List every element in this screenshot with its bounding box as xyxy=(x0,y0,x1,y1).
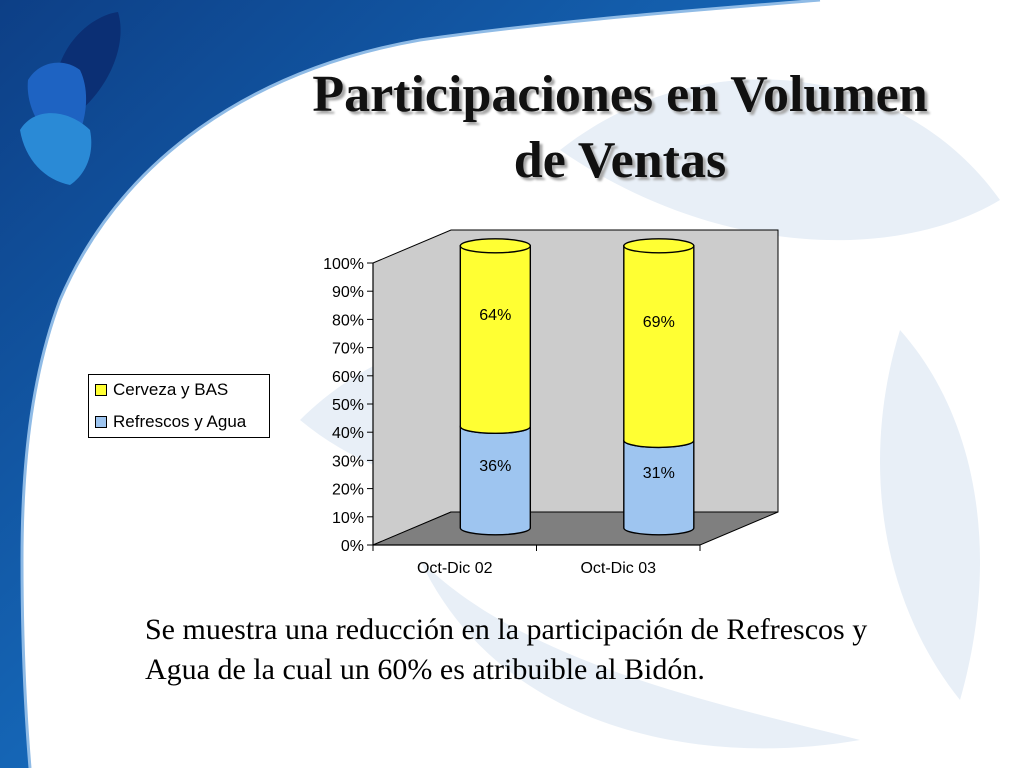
x-tick-label: Oct-Dic 03 xyxy=(580,560,656,577)
title-line-1: Participaciones en Volumen xyxy=(312,66,928,123)
data-label: 31% xyxy=(643,465,675,482)
legend-swatch-refrescos xyxy=(95,416,107,428)
chart-legend: Cerveza y BAS Refrescos y Agua xyxy=(88,374,270,438)
bar-segment xyxy=(459,245,532,435)
y-tick-label: 80% xyxy=(332,312,364,329)
data-label: 69% xyxy=(643,314,675,331)
x-tick-label: Oct-Dic 02 xyxy=(417,560,493,577)
banner-highlight xyxy=(20,0,821,768)
y-tick-label: 10% xyxy=(332,510,364,527)
legend-item-cerveza: Cerveza y BAS xyxy=(95,378,228,402)
bar-segment xyxy=(623,439,695,536)
caption-line-1: Se muestra una reducción en la participa… xyxy=(145,613,868,646)
logo-icon xyxy=(20,12,121,185)
y-tick-label: 50% xyxy=(332,397,364,414)
title-line-2: de Ventas xyxy=(513,132,727,189)
bar-segment xyxy=(459,425,532,536)
bar-top-cap xyxy=(459,238,532,254)
y-tick-label: 70% xyxy=(332,341,364,358)
y-tick-label: 90% xyxy=(332,284,364,301)
legend-item-refrescos: Refrescos y Agua xyxy=(95,410,246,434)
data-label: 64% xyxy=(479,307,511,324)
bar-segment xyxy=(623,245,695,449)
y-tick-label: 100% xyxy=(323,256,364,273)
y-tick-label: 40% xyxy=(332,425,364,442)
slide-caption: Se muestra una reducción en la participa… xyxy=(145,610,995,690)
y-tick-label: 0% xyxy=(341,538,364,555)
y-tick-label: 20% xyxy=(332,482,364,499)
legend-label-cerveza: Cerveza y BAS xyxy=(113,380,229,399)
chart-back-wall xyxy=(372,229,779,546)
bar-top-cap xyxy=(623,238,695,254)
caption-line-2: Agua de la cual un 60% es atribuible al … xyxy=(145,653,705,686)
slide-title: Participaciones en Volumen de Ventas xyxy=(250,62,990,194)
legend-label-refrescos: Refrescos y Agua xyxy=(113,412,247,431)
data-label: 36% xyxy=(479,458,511,475)
y-tick-label: 60% xyxy=(332,369,364,386)
legend-swatch-cerveza xyxy=(95,384,107,396)
y-tick-label: 30% xyxy=(332,453,364,470)
